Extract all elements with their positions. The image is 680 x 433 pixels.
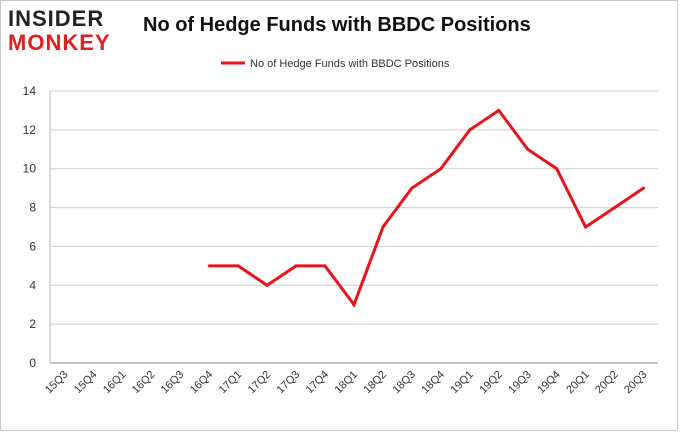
series-lines — [207, 108, 646, 308]
y-tick-label: 10 — [23, 162, 37, 176]
x-tick-label: 16Q3 — [159, 369, 187, 397]
x-tick-label: 20Q3 — [622, 369, 650, 397]
y-tick-label: 14 — [23, 84, 37, 98]
chart-title: No of Hedge Funds with BBDC Positions — [143, 14, 531, 36]
x-tick-label: 19Q1 — [448, 369, 476, 397]
x-tick-label: 16Q2 — [130, 369, 158, 397]
x-tick-label: 16Q4 — [188, 369, 216, 397]
x-tick-label: 15Q3 — [43, 369, 71, 397]
legend-label: No of Hedge Funds with BBDC Positions — [250, 58, 450, 70]
x-tick-label: 18Q2 — [362, 369, 390, 397]
x-tick-label: 20Q2 — [593, 369, 621, 397]
x-tick-label: 17Q2 — [246, 369, 274, 397]
x-tick-labels: 15Q3 15Q4 16Q1 16Q2 16Q3 16Q4 17Q1 17Q2 17Q3 17Q4… — [43, 369, 650, 397]
x-tick-label: 17Q1 — [217, 369, 245, 397]
y-tick-labels: 0 2 4 6 8 10 12 14 — [23, 84, 37, 370]
x-tick-label: 17Q3 — [275, 369, 303, 397]
gridlines — [50, 90, 658, 364]
logo-line1: INSIDER — [8, 6, 105, 31]
x-tick-label: 17Q4 — [304, 369, 332, 397]
y-tick-label: 0 — [29, 356, 36, 370]
x-tick-label: 20Q1 — [564, 369, 592, 397]
legend: No of Hedge Funds with BBDC Positions — [221, 58, 450, 70]
x-tick-label: 15Q4 — [72, 369, 100, 397]
x-tick-label: 18Q3 — [391, 369, 419, 397]
y-tick-label: 2 — [29, 317, 36, 331]
series-line — [209, 108, 645, 308]
x-tick-label: 19Q4 — [535, 369, 563, 397]
x-tick-label: 19Q3 — [506, 369, 534, 397]
x-tick-label: 18Q4 — [419, 369, 447, 397]
x-tick-label: 18Q1 — [333, 369, 361, 397]
x-tick-label: 19Q2 — [477, 369, 505, 397]
y-tick-label: 8 — [29, 201, 36, 215]
y-tick-label: 6 — [29, 239, 36, 253]
x-tick-label: 16Q1 — [101, 369, 129, 397]
logo-line2: MONKEY — [8, 30, 111, 55]
y-tick-label: 4 — [29, 278, 36, 292]
y-tick-label: 12 — [23, 123, 37, 137]
insider-monkey-logo: INSIDER MONKEY — [8, 8, 128, 58]
